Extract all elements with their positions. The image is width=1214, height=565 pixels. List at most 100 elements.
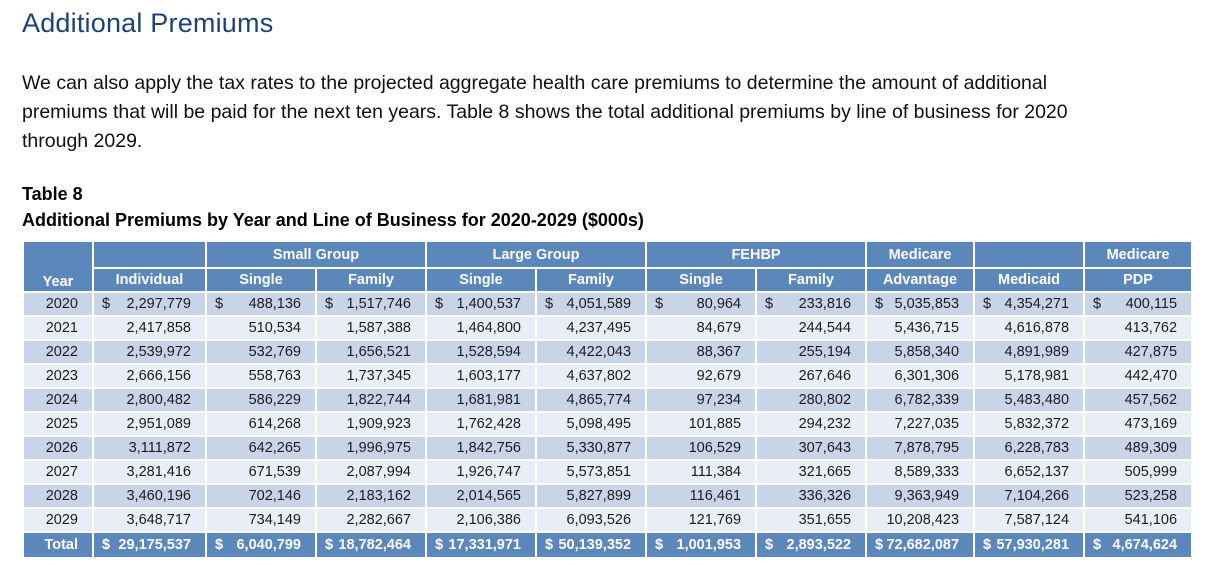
col-header-sg-family: Family xyxy=(315,267,427,293)
value-cell: 510,534 xyxy=(205,315,317,341)
value-cell: 7,587,124 xyxy=(973,507,1086,533)
value-cell: $1,001,953 xyxy=(645,531,758,559)
col-group-medicare-pdp: Medicare xyxy=(1083,240,1194,269)
value-cell: $400,115 xyxy=(1083,291,1194,317)
value-cell: $6,040,799 xyxy=(205,531,317,559)
table-row: 2025 2,951,089 614,268 1,909,923 1,762,428 5,… xyxy=(22,411,1194,437)
value-cell: 294,232 xyxy=(755,411,868,437)
value-cell: 1,587,388 xyxy=(315,315,427,341)
year-cell: 2024 xyxy=(22,387,94,413)
currency-symbol: $ xyxy=(1093,296,1102,312)
value-cell: 6,782,339 xyxy=(865,387,976,413)
table-row: 2023 2,666,156 558,763 1,737,345 1,603,177 4,… xyxy=(22,363,1194,389)
value-cell: 9,363,949 xyxy=(865,483,976,509)
value-cell: $72,682,087 xyxy=(865,531,976,559)
currency-symbol: $ xyxy=(325,296,334,312)
value-cell: 351,655 xyxy=(755,507,868,533)
header-group-row: Year Small Group Large Group FEHBP Medic… xyxy=(22,240,1194,293)
value-cell: 1,464,800 xyxy=(425,315,537,341)
value-cell: 505,999 xyxy=(1083,459,1194,485)
currency-symbol: $ xyxy=(765,537,774,553)
value-cell: $233,816 xyxy=(755,291,868,317)
currency-symbol: $ xyxy=(765,296,774,312)
value-cell: 734,149 xyxy=(205,507,317,533)
value-cell: 2,087,994 xyxy=(315,459,427,485)
blank-header xyxy=(973,240,1086,269)
value-cell: 2,417,858 xyxy=(92,315,207,341)
value-cell: 4,865,774 xyxy=(534,387,648,413)
value-cell: 3,111,872 xyxy=(92,435,207,461)
value-cell: 1,822,744 xyxy=(315,387,427,413)
table-body: 2020 $2,297,779 $488,136 $1,517,746 $1,400,5… xyxy=(22,291,1194,533)
value-cell: 586,229 xyxy=(205,387,317,413)
value-cell: $80,964 xyxy=(645,291,758,317)
col-header-year: Year xyxy=(22,240,94,293)
year-cell: 2023 xyxy=(22,363,94,389)
value-cell: 307,643 xyxy=(755,435,868,461)
year-cell: 2025 xyxy=(22,411,94,437)
value-cell: 489,309 xyxy=(1083,435,1194,461)
value-cell: 5,858,340 xyxy=(865,339,976,365)
value-cell: 4,891,989 xyxy=(973,339,1086,365)
value-cell: 92,679 xyxy=(645,363,758,389)
table-foot: Total $29,175,537 $6,040,799 $18,782,464 $17… xyxy=(22,531,1194,559)
col-header-lg-family: Family xyxy=(534,267,648,293)
value-cell: 4,616,878 xyxy=(973,315,1086,341)
year-cell: 2029 xyxy=(22,507,94,533)
value-cell: 4,237,495 xyxy=(534,315,648,341)
value-cell: $488,136 xyxy=(205,291,317,317)
col-header-advantage: Advantage xyxy=(865,267,976,293)
currency-symbol: $ xyxy=(435,537,444,553)
currency-symbol: $ xyxy=(655,296,664,312)
col-group-large-group: Large Group xyxy=(424,240,648,269)
value-cell: 5,483,480 xyxy=(973,387,1086,413)
value-cell: 7,227,035 xyxy=(865,411,976,437)
year-cell: 2020 xyxy=(22,291,94,317)
value-cell: 532,769 xyxy=(205,339,317,365)
currency-symbol: $ xyxy=(435,296,444,312)
value-cell: 5,436,715 xyxy=(865,315,976,341)
table-header: Year Small Group Large Group FEHBP Medic… xyxy=(22,240,1194,293)
value-cell: 2,539,972 xyxy=(92,339,207,365)
currency-symbol: $ xyxy=(875,296,884,312)
currency-symbol: $ xyxy=(983,537,992,553)
value-cell: 457,562 xyxy=(1083,387,1194,413)
col-group-medicare-advantage: Medicare xyxy=(865,240,976,269)
value-cell: 106,529 xyxy=(645,435,758,461)
currency-symbol: $ xyxy=(545,296,554,312)
value-cell: 2,951,089 xyxy=(92,411,207,437)
col-group-fehbp: FEHBP xyxy=(645,240,868,269)
value-cell: 2,282,667 xyxy=(315,507,427,533)
value-cell: 523,258 xyxy=(1083,483,1194,509)
value-cell: 1,681,981 xyxy=(425,387,537,413)
value-cell: 5,573,851 xyxy=(534,459,648,485)
col-header-sg-single: Single xyxy=(205,267,317,293)
col-header-fehbp-single: Single xyxy=(645,267,758,293)
value-cell: 7,104,266 xyxy=(973,483,1086,509)
value-cell: 6,652,137 xyxy=(973,459,1086,485)
value-cell: $57,930,281 xyxy=(973,531,1086,559)
value-cell: $50,139,352 xyxy=(534,531,648,559)
value-cell: 702,146 xyxy=(205,483,317,509)
currency-symbol: $ xyxy=(983,296,992,312)
value-cell: 101,885 xyxy=(645,411,758,437)
value-cell: 2,183,162 xyxy=(315,483,427,509)
value-cell: 6,301,306 xyxy=(865,363,976,389)
table-row: 2020 $2,297,779 $488,136 $1,517,746 $1,400,5… xyxy=(22,291,1194,317)
page-title: Additional Premiums xyxy=(22,8,274,38)
table-row: 2028 3,460,196 702,146 2,183,162 2,014,565 5,… xyxy=(22,483,1194,509)
value-cell: 1,737,345 xyxy=(315,363,427,389)
value-cell: 473,169 xyxy=(1083,411,1194,437)
table-title: Additional Premiums by Year and Line of … xyxy=(22,210,644,230)
value-cell: 267,646 xyxy=(755,363,868,389)
value-cell: 10,208,423 xyxy=(865,507,976,533)
value-cell: 1,909,923 xyxy=(315,411,427,437)
value-cell: 88,367 xyxy=(645,339,758,365)
value-cell: 116,461 xyxy=(645,483,758,509)
value-cell: 321,665 xyxy=(755,459,868,485)
table-row: 2021 2,417,858 510,534 1,587,388 1,464,800 4,… xyxy=(22,315,1194,341)
value-cell: 5,330,877 xyxy=(534,435,648,461)
value-cell: 121,769 xyxy=(645,507,758,533)
table-row: Total $29,175,537 $6,040,799 $18,782,464 $17… xyxy=(22,531,1194,559)
